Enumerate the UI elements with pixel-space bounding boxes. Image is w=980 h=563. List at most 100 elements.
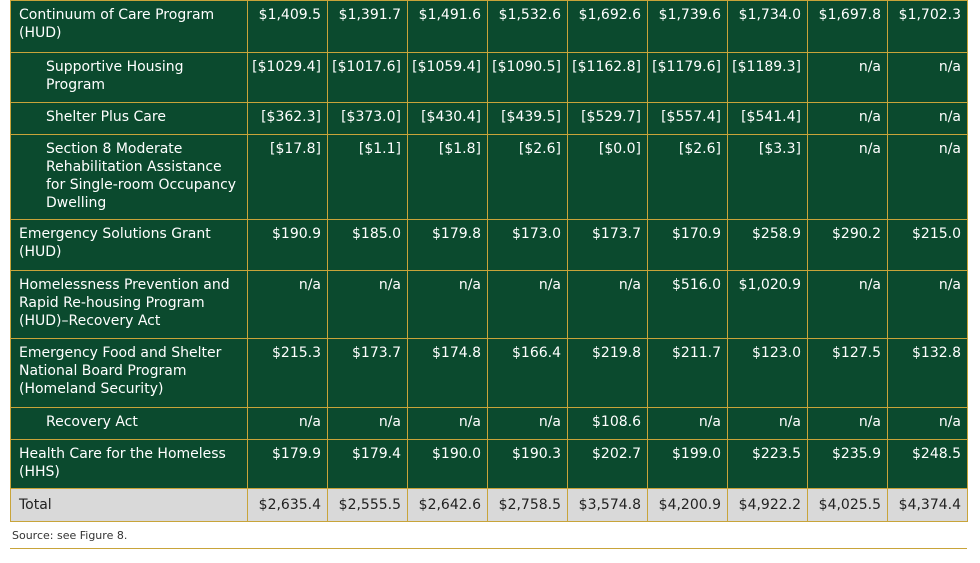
total-value: $4,922.2: [727, 488, 808, 522]
cell-value: [$2.6]: [487, 134, 568, 220]
total-label: Total: [10, 488, 248, 522]
cell-value: $179.9: [247, 439, 328, 489]
cell-value: n/a: [887, 270, 968, 339]
cell-value: $170.9: [647, 219, 728, 271]
total-value: $3,574.8: [567, 488, 648, 522]
cell-value: $1,532.6: [487, 0, 568, 53]
cell-value: n/a: [807, 407, 888, 440]
cell-value: [$1.1]: [327, 134, 408, 220]
cell-value: $190.3: [487, 439, 568, 489]
cell-value: $127.5: [807, 338, 888, 408]
cell-value: $173.7: [327, 338, 408, 408]
row-label: Emergency Food and Shelter National Boar…: [10, 338, 248, 408]
cell-value: n/a: [487, 270, 568, 339]
cell-value: $235.9: [807, 439, 888, 489]
cell-value: [$439.5]: [487, 102, 568, 135]
cell-value: n/a: [327, 407, 408, 440]
cell-value: [$1059.4]: [407, 52, 488, 103]
cell-value: n/a: [887, 407, 968, 440]
table-row: Continuum of Care Program (HUD) $1,409.5 $…: [10, 0, 968, 53]
cell-value: $248.5: [887, 439, 968, 489]
cell-value: [$1090.5]: [487, 52, 568, 103]
cell-value: [$0.0]: [567, 134, 648, 220]
cell-value: n/a: [247, 407, 328, 440]
cell-value: $1,020.9: [727, 270, 808, 339]
rule: [10, 548, 967, 549]
funding-table: Continuum of Care Program (HUD) $1,409.5 $…: [10, 0, 968, 522]
cell-value: [$17.8]: [247, 134, 328, 220]
total-value: $2,642.6: [407, 488, 488, 522]
cell-value: $108.6: [567, 407, 648, 440]
cell-value: $173.7: [567, 219, 648, 271]
table-row: Emergency Food and Shelter National Boar…: [10, 338, 968, 408]
cell-value: $132.8: [887, 338, 968, 408]
cell-value: [$541.4]: [727, 102, 808, 135]
cell-value: $516.0: [647, 270, 728, 339]
cell-value: [$362.3]: [247, 102, 328, 135]
cell-value: n/a: [807, 270, 888, 339]
cell-value: n/a: [887, 102, 968, 135]
cell-value: [$1162.8]: [567, 52, 648, 103]
cell-value: $223.5: [727, 439, 808, 489]
table-row: Homelessness Prevention and Rapid Re-hou…: [10, 270, 968, 339]
table-row: Emergency Solutions Grant (HUD) $190.9 $18…: [10, 219, 968, 271]
cell-value: $215.0: [887, 219, 968, 271]
cell-value: $1,409.5: [247, 0, 328, 53]
cell-value: n/a: [807, 52, 888, 103]
cell-value: $190.9: [247, 219, 328, 271]
cell-value: $211.7: [647, 338, 728, 408]
cell-value: [$1029.4]: [247, 52, 328, 103]
table-row: Section 8 Moderate Rehabilitation Assist…: [10, 134, 968, 220]
cell-value: n/a: [647, 407, 728, 440]
cell-value: $219.8: [567, 338, 648, 408]
total-value: $2,758.5: [487, 488, 568, 522]
table-row: Recovery Act n/a n/a n/a n/a $108.6 n/a n/a n/a n…: [10, 407, 968, 440]
table-row: Shelter Plus Care [$362.3] [$373.0] [$430.4…: [10, 102, 968, 135]
cell-value: $179.8: [407, 219, 488, 271]
cell-value: $1,391.7: [327, 0, 408, 53]
cell-value: n/a: [807, 134, 888, 220]
total-value: $4,200.9: [647, 488, 728, 522]
cell-value: n/a: [407, 407, 488, 440]
cell-value: n/a: [887, 52, 968, 103]
row-label: Supportive Housing Program: [10, 52, 248, 103]
row-label: Shelter Plus Care: [10, 102, 248, 135]
cell-value: $173.0: [487, 219, 568, 271]
cell-value: $1,491.6: [407, 0, 488, 53]
row-label: Recovery Act: [10, 407, 248, 440]
cell-value: $1,734.0: [727, 0, 808, 53]
cell-value: $290.2: [807, 219, 888, 271]
total-value: $2,635.4: [247, 488, 328, 522]
cell-value: $258.9: [727, 219, 808, 271]
source-note: Source: see Figure 8.: [12, 529, 128, 542]
cell-value: $1,697.8: [807, 0, 888, 53]
cell-value: [$3.3]: [727, 134, 808, 220]
table-row: Supportive Housing Program [$1029.4] [$101…: [10, 52, 968, 103]
cell-value: $179.4: [327, 439, 408, 489]
cell-value: n/a: [327, 270, 408, 339]
cell-value: $166.4: [487, 338, 568, 408]
total-value: $4,374.4: [887, 488, 968, 522]
cell-value: [$430.4]: [407, 102, 488, 135]
cell-value: n/a: [487, 407, 568, 440]
cell-value: [$1179.6]: [647, 52, 728, 103]
cell-value: [$1017.6]: [327, 52, 408, 103]
row-label: Emergency Solutions Grant (HUD): [10, 219, 248, 271]
cell-value: $215.3: [247, 338, 328, 408]
cell-value: [$1189.3]: [727, 52, 808, 103]
cell-value: n/a: [727, 407, 808, 440]
row-label: Section 8 Moderate Rehabilitation Assist…: [10, 134, 248, 220]
cell-value: [$557.4]: [647, 102, 728, 135]
cell-value: $1,702.3: [887, 0, 968, 53]
row-label: Continuum of Care Program (HUD): [10, 0, 248, 53]
cell-value: $202.7: [567, 439, 648, 489]
cell-value: $185.0: [327, 219, 408, 271]
cell-value: [$529.7]: [567, 102, 648, 135]
table-row: Health Care for the Homeless (HHS) $179.9…: [10, 439, 968, 489]
cell-value: $174.8: [407, 338, 488, 408]
cell-value: [$373.0]: [327, 102, 408, 135]
cell-value: n/a: [887, 134, 968, 220]
cell-value: $1,739.6: [647, 0, 728, 53]
row-label: Health Care for the Homeless (HHS): [10, 439, 248, 489]
